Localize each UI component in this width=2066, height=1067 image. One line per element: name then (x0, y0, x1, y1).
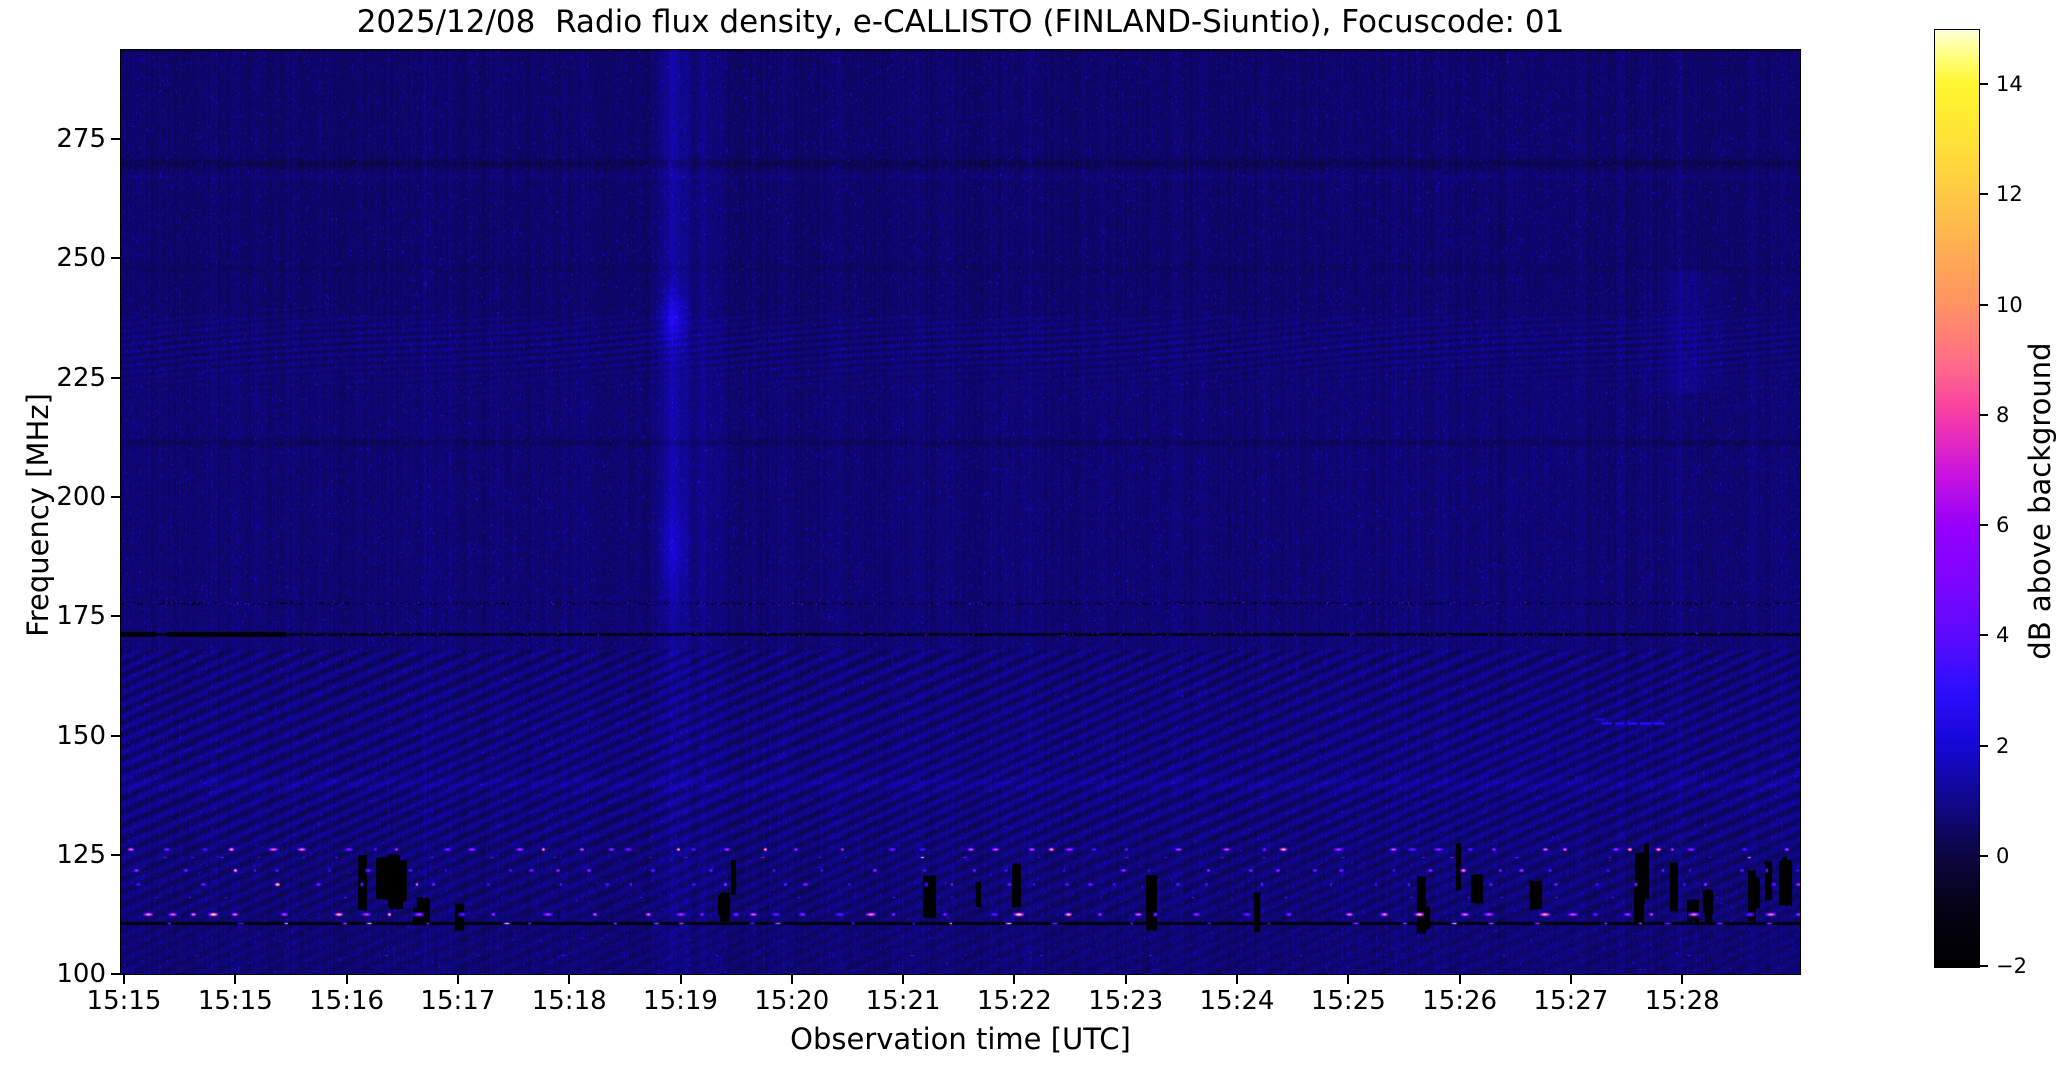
y-tick-label: 150 (56, 721, 106, 751)
colorbar-tick-mark (1980, 744, 1988, 747)
colorbar-tick-label: 2 (1996, 733, 2010, 758)
y-tick-mark (111, 377, 120, 379)
colorbar-tick-mark (1980, 965, 1988, 967)
x-tick-mark (123, 975, 125, 984)
colorbar-tick-mark (1980, 303, 1988, 306)
x-tick-label: 15:22 (976, 986, 1052, 1016)
colorbar-tick-label: 0 (1996, 843, 2010, 868)
x-tick-label: 15:26 (1422, 986, 1498, 1016)
x-tick-label: 15:18 (531, 986, 607, 1016)
colorbar-tick-label: 6 (1996, 513, 2010, 538)
x-tick-label: 15:15 (197, 986, 273, 1016)
colorbar-gradient (1935, 30, 1979, 967)
x-tick-mark (1569, 975, 1572, 984)
y-tick-label: 225 (56, 363, 106, 393)
x-tick-mark (1347, 975, 1350, 984)
y-tick-label: 100 (56, 959, 106, 989)
x-tick-label: 15:21 (865, 986, 941, 1016)
x-axis-label: Observation time [UTC] (790, 1022, 1131, 1056)
colorbar-tick-label: 10 (1996, 292, 2023, 317)
colorbar-tick-mark (1980, 193, 1988, 196)
y-tick-mark (111, 138, 120, 140)
x-tick-mark (456, 975, 459, 984)
colorbar-tick-mark (1980, 83, 1988, 86)
y-tick-label: 275 (56, 124, 106, 154)
colorbar-tick-label: 4 (1996, 623, 2010, 648)
y-tick-mark (111, 854, 120, 856)
x-tick-mark (568, 975, 571, 984)
spectrogram-canvas (121, 50, 1800, 974)
x-tick-label: 15:17 (420, 986, 496, 1016)
colorbar-tick-label: −2 (1996, 954, 2027, 978)
colorbar-tick-label: 12 (1996, 182, 2023, 207)
y-tick-mark (111, 973, 120, 975)
y-tick-mark (111, 257, 120, 259)
x-tick-label: 15:24 (1199, 986, 1275, 1016)
x-tick-mark (679, 975, 682, 984)
colorbar-tick-label: 14 (1996, 72, 2023, 97)
x-tick-label: 15:16 (309, 986, 385, 1016)
x-tick-label: 15:23 (1088, 986, 1164, 1016)
x-tick-mark (1124, 975, 1127, 984)
x-tick-mark (902, 975, 905, 984)
x-tick-mark (1681, 975, 1684, 984)
colorbar-tick-mark (1980, 524, 1988, 527)
y-tick-mark (111, 496, 120, 498)
x-tick-label: 15:25 (1310, 986, 1386, 1016)
y-tick-mark (111, 615, 120, 617)
plot-title: 2025/12/08 Radio flux density, e-CALLIST… (356, 4, 1565, 40)
y-tick-mark (111, 735, 120, 737)
x-tick-label: 15:19 (643, 986, 718, 1016)
colorbar-tick-mark (1980, 634, 1988, 637)
y-tick-label: 200 (56, 482, 106, 512)
colorbar-label: dB above background (2023, 342, 2057, 660)
y-axis-label: Frequency [MHz] (21, 393, 55, 637)
x-tick-mark (1013, 975, 1016, 984)
x-tick-label: 15:20 (754, 986, 830, 1016)
colorbar (1934, 29, 1980, 968)
x-tick-mark (345, 975, 348, 984)
y-tick-label: 250 (56, 243, 106, 273)
colorbar-tick-label: 8 (1996, 402, 2010, 427)
colorbar-tick-mark (1980, 854, 1988, 857)
x-tick-label: 15:27 (1533, 986, 1609, 1016)
colorbar-tick-mark (1980, 413, 1988, 416)
x-tick-mark (1458, 975, 1461, 984)
x-tick-mark (234, 975, 237, 984)
x-tick-mark (1236, 975, 1238, 984)
x-tick-label: 15:28 (1644, 986, 1720, 1016)
x-tick-label: 15:15 (86, 986, 162, 1016)
y-tick-label: 175 (56, 601, 106, 631)
x-tick-mark (790, 975, 793, 984)
y-tick-label: 125 (56, 840, 106, 870)
